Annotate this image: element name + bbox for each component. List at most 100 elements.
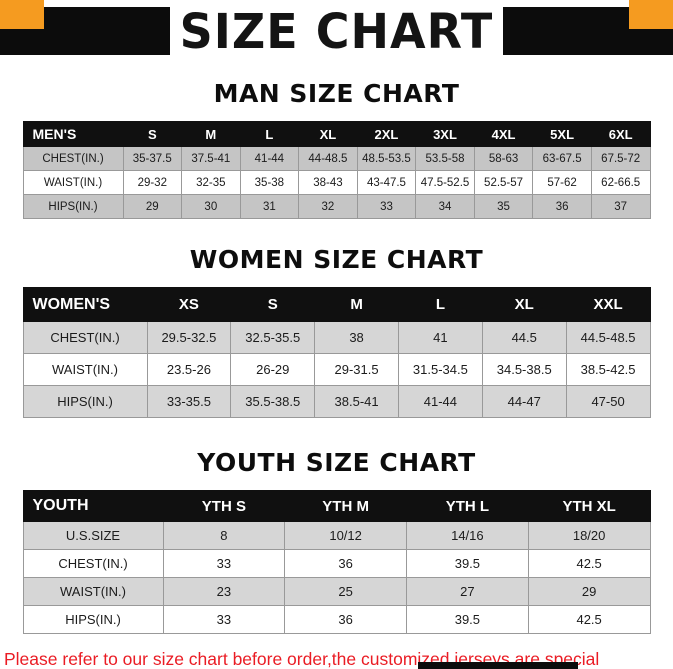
table-cell: 67.5-72 (590, 146, 651, 171)
table-cell: 62-66.5 (590, 170, 651, 195)
column-header: M (314, 287, 399, 322)
table-row: CHEST(IN.) 29.5-32.5 32.5-35.5 38 41 44.5 44.5… (22, 321, 651, 354)
column-header: XS (146, 287, 232, 322)
banner: SIZE CHART (0, 0, 673, 64)
column-header: 3XL (415, 121, 475, 147)
table-cell: 47-50 (565, 385, 651, 418)
column-header: XL (481, 287, 567, 322)
column-header: XXL (565, 287, 651, 322)
table-cell: 31 (239, 194, 300, 219)
column-header: YTH M (284, 490, 407, 522)
column-header: YTH S (162, 490, 286, 522)
table-cell: 47.5-52.5 (415, 170, 475, 195)
table-cell: 33 (162, 549, 286, 578)
table-row: WAIST(IN.) 29-32 32-35 35-38 38-43 43-47.5 47.… (22, 170, 651, 195)
bottom-bar-decoration (418, 662, 578, 669)
row-label: HIPS(IN.) (22, 605, 164, 634)
column-header: M (181, 121, 241, 147)
column-header: L (239, 121, 300, 147)
row-label: WAIST(IN.) (22, 170, 124, 195)
table-cell: 38-43 (298, 170, 358, 195)
table-cell: 34.5-38.5 (481, 353, 567, 386)
table-cell: 29-31.5 (314, 353, 399, 386)
table-cell: 35.5-38.5 (230, 385, 316, 418)
table-row: CHEST(IN.) 35-37.5 37.5-41 41-44 44-48.5 48.5… (22, 146, 651, 171)
column-header: S (122, 121, 183, 147)
youth-size-table: YOUTH YTH S YTH M YTH L YTH XL U.S.SIZE 8 10/12… (22, 490, 651, 634)
row-label: U.S.SIZE (22, 521, 164, 550)
table-row: WAIST(IN.) 23.5-26 26-29 29-31.5 31.5-34.5 34… (22, 353, 651, 386)
table-cell: 33 (162, 605, 286, 634)
table-cell: 29 (527, 577, 651, 606)
table-cell: 38 (314, 321, 399, 354)
table-cell: 39.5 (406, 549, 529, 578)
table-row: WAIST(IN.) 23 25 27 29 (22, 577, 651, 606)
table-header-row: YOUTH YTH S YTH M YTH L YTH XL (22, 490, 651, 522)
table-header-row: MEN'S S M L XL 2XL 3XL 4XL 5XL 6XL (22, 121, 651, 147)
table-cell: 14/16 (406, 521, 529, 550)
table-header-row: WOMEN'S XS S M L XL XXL (22, 287, 651, 322)
column-header: YTH L (406, 490, 529, 522)
row-label: WAIST(IN.) (22, 353, 148, 386)
table-cell: 29.5-32.5 (146, 321, 232, 354)
table-cell: 34 (415, 194, 475, 219)
table-cell: 44-48.5 (298, 146, 358, 171)
column-header: YTH XL (527, 490, 651, 522)
table-cell: 41 (397, 321, 483, 354)
table-cell: 63-67.5 (532, 146, 592, 171)
table-title-cell: YOUTH (22, 490, 164, 522)
women-size-table: WOMEN'S XS S M L XL XXL CHEST(IN.) 29.5-32.5 32.5… (22, 287, 651, 418)
column-header: XL (298, 121, 358, 147)
youth-section-heading: YOUTH SIZE CHART (197, 448, 476, 477)
women-section-heading: WOMEN SIZE CHART (189, 245, 484, 274)
table-cell: 32-35 (181, 170, 241, 195)
table-cell: 48.5-53.5 (356, 146, 417, 171)
table-cell: 37 (590, 194, 651, 219)
table-cell: 25 (284, 577, 407, 606)
table-cell: 41-44 (397, 385, 483, 418)
table-cell: 32 (298, 194, 358, 219)
table-cell: 43-47.5 (356, 170, 417, 195)
table-cell: 35-37.5 (122, 146, 183, 171)
table-cell: 23.5-26 (146, 353, 232, 386)
table-cell: 42.5 (527, 605, 651, 634)
table-cell: 57-62 (532, 170, 592, 195)
column-header: S (230, 287, 316, 322)
table-cell: 44.5 (481, 321, 567, 354)
table-cell: 52.5-57 (473, 170, 534, 195)
man-section-heading: MAN SIZE CHART (213, 79, 460, 108)
table-cell: 41-44 (239, 146, 300, 171)
table-row: HIPS(IN.) 29 30 31 32 33 34 35 36 37 (22, 194, 651, 219)
table-cell: 38.5-42.5 (565, 353, 651, 386)
row-label: CHEST(IN.) (22, 321, 148, 354)
row-label: CHEST(IN.) (22, 549, 164, 578)
column-header: 2XL (356, 121, 417, 147)
table-cell: 26-29 (230, 353, 316, 386)
row-label: CHEST(IN.) (22, 146, 124, 171)
table-cell: 44.5-48.5 (565, 321, 651, 354)
table-cell: 30 (181, 194, 241, 219)
row-label: HIPS(IN.) (22, 385, 148, 418)
table-cell: 18/20 (527, 521, 651, 550)
table-cell: 42.5 (527, 549, 651, 578)
accent-square-right (629, 0, 673, 29)
table-cell: 23 (162, 577, 286, 606)
table-title-cell: MEN'S (22, 121, 124, 147)
table-title-cell: WOMEN'S (22, 287, 148, 322)
page-title: SIZE CHART (179, 2, 494, 60)
table-cell: 33-35.5 (146, 385, 232, 418)
table-cell: 58-63 (473, 146, 534, 171)
men-size-table: MEN'S S M L XL 2XL 3XL 4XL 5XL 6XL CHEST(IN.) 35-37… (22, 121, 651, 219)
table-cell: 36 (284, 549, 407, 578)
row-label: HIPS(IN.) (22, 194, 124, 219)
row-label: WAIST(IN.) (22, 577, 164, 606)
table-cell: 27 (406, 577, 529, 606)
column-header: 6XL (590, 121, 651, 147)
table-cell: 36 (284, 605, 407, 634)
table-cell: 38.5-41 (314, 385, 399, 418)
table-row: CHEST(IN.) 33 36 39.5 42.5 (22, 549, 651, 578)
table-cell: 33 (356, 194, 417, 219)
table-cell: 53.5-58 (415, 146, 475, 171)
table-cell: 44-47 (481, 385, 567, 418)
